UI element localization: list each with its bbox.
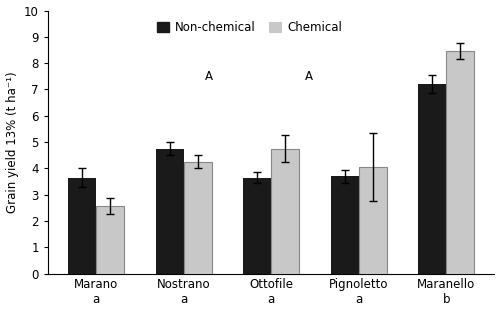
Bar xyxy=(271,149,299,274)
Bar xyxy=(446,51,474,274)
Bar xyxy=(418,84,446,274)
Bar xyxy=(68,178,96,274)
Legend: Non-chemical, Chemical: Non-chemical, Chemical xyxy=(152,17,347,39)
Text: A: A xyxy=(305,70,313,83)
Text: A: A xyxy=(204,70,212,83)
Bar xyxy=(243,178,271,274)
Bar xyxy=(358,167,386,274)
Bar xyxy=(96,206,124,274)
Bar xyxy=(156,149,184,274)
Bar xyxy=(184,162,212,274)
Bar xyxy=(330,176,358,274)
Y-axis label: Grain yield 13% (t ha⁻¹): Grain yield 13% (t ha⁻¹) xyxy=(6,71,18,213)
